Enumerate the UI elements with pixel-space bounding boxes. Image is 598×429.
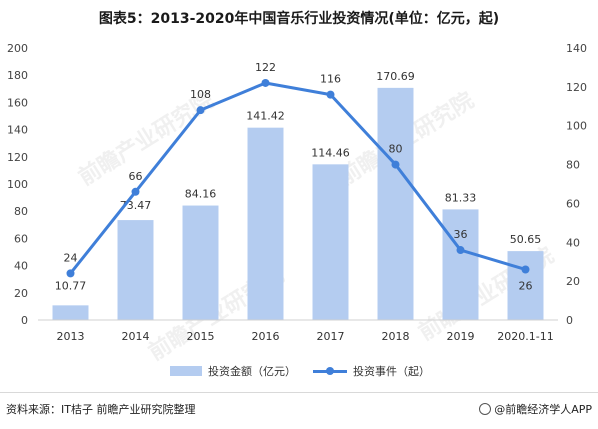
left-tick-label: 140 <box>7 124 28 137</box>
right-tick-label: 40 <box>566 236 580 249</box>
bar <box>507 251 544 320</box>
left-tick-label: 160 <box>7 96 28 109</box>
left-tick-label: 80 <box>14 205 28 218</box>
right-tick-label: 20 <box>566 275 580 288</box>
source-note: 资料来源：IT桔子 前瞻产业研究院整理 <box>6 403 196 416</box>
qianzhan-logo-icon <box>479 403 492 415</box>
chart-title: 图表5：2013-2020年中国音乐行业投资情况(单位：亿元，起) <box>98 11 500 27</box>
left-tick-label: 180 <box>7 69 28 82</box>
left-tick-label: 40 <box>14 260 28 273</box>
line-value-label: 26 <box>519 279 533 292</box>
right-tick-label: 0 <box>566 314 573 327</box>
line-value-label: 116 <box>320 73 341 86</box>
right-tick-label: 140 <box>566 42 587 55</box>
x-tick-label: 2018 <box>382 330 410 343</box>
bar <box>117 220 154 320</box>
right-axis: 0 20 40 60 80 100 120 140 <box>566 42 587 327</box>
x-axis: 2013 2014 2015 2016 2017 2018 2019 2020.1-11 <box>38 319 558 343</box>
line-point <box>521 265 530 274</box>
left-tick-label: 20 <box>14 287 28 300</box>
brand-mark: @前瞻经济学人APP <box>479 401 592 417</box>
bar-series <box>52 87 544 321</box>
legend-item-amount: 投资金额（亿元） <box>170 363 296 379</box>
bar-value-label: 114.46 <box>311 146 350 159</box>
bar <box>247 127 284 321</box>
left-axis: 0 20 40 60 80 100 120 140 160 180 200 <box>7 42 28 327</box>
line-value-label: 24 <box>64 251 78 264</box>
left-tick-label: 200 <box>7 42 28 55</box>
x-tick-label: 2015 <box>187 330 215 343</box>
legend: 投资金额（亿元） 投资事件（起） <box>0 363 598 381</box>
bar <box>377 87 414 320</box>
bar <box>182 205 219 320</box>
line-labels: 24 66 108 122 116 80 36 26 <box>64 61 533 293</box>
bar-value-label: 81.33 <box>445 191 477 204</box>
bar-value-label: 170.69 <box>376 70 415 83</box>
line-value-label: 36 <box>454 228 468 241</box>
x-tick-label: 2017 <box>317 330 345 343</box>
line-point <box>131 187 140 196</box>
legend-item-events: 投资事件（起） <box>313 363 430 379</box>
line-point <box>326 90 335 99</box>
x-tick-label: 2020.1-11 <box>497 330 553 343</box>
line-value-label: 108 <box>190 88 211 101</box>
line-point <box>196 106 205 115</box>
line-value-label: 66 <box>129 170 143 183</box>
bar <box>312 164 349 320</box>
legend-line-swatch <box>313 366 347 376</box>
bar <box>442 209 479 320</box>
footer-divider <box>0 392 598 393</box>
x-tick-label: 2013 <box>57 330 85 343</box>
right-tick-label: 60 <box>566 197 580 210</box>
right-tick-label: 100 <box>566 120 587 133</box>
left-tick-label: 0 <box>21 314 28 327</box>
right-tick-label: 120 <box>566 81 587 94</box>
legend-bar-swatch <box>170 366 202 376</box>
line-point <box>66 269 75 278</box>
line-point <box>261 78 270 87</box>
left-tick-label: 120 <box>7 151 28 164</box>
x-tick-label: 2014 <box>122 330 150 343</box>
watermark-text-0: 前瞻产业研究院 <box>74 87 218 191</box>
line-point <box>456 246 465 255</box>
left-tick-label: 60 <box>14 232 28 245</box>
x-tick-label: 2016 <box>252 330 280 343</box>
bar-value-label: 141.42 <box>246 110 285 123</box>
bar <box>52 305 89 320</box>
right-tick-label: 80 <box>566 159 580 172</box>
brand-label: @前瞻经济学人APP <box>494 403 592 416</box>
events-line <box>69 81 526 275</box>
line-value-label: 122 <box>255 61 276 74</box>
line-point <box>391 160 400 169</box>
line-value-label: 80 <box>389 143 403 156</box>
x-tick-label: 2019 <box>447 330 475 343</box>
bar-value-label: 50.65 <box>510 233 542 246</box>
left-tick-label: 100 <box>7 178 28 191</box>
legend-label-events: 投资事件（起） <box>353 365 430 378</box>
bar-labels: 10.7773.4784.16141.42114.46170.6981.3350… <box>55 70 542 292</box>
bar-value-label: 84.16 <box>185 188 217 201</box>
line-series <box>66 78 530 278</box>
bar-value-label: 10.77 <box>55 279 87 292</box>
legend-label-amount: 投资金额（亿元） <box>208 365 296 378</box>
